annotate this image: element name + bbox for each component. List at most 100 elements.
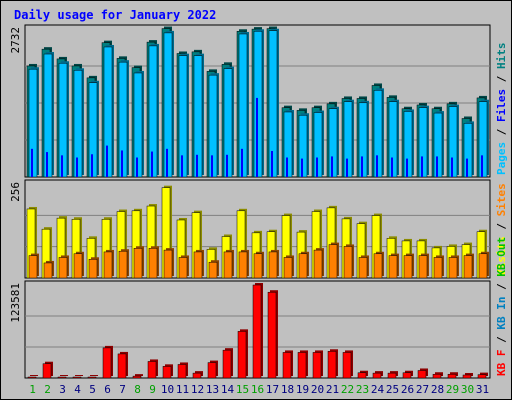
bar-kb-f-face <box>282 352 292 379</box>
panel-hits-files-pages: 2732 Pages / Files / Hits <box>9 24 508 178</box>
x-tick-label: 23 <box>356 383 369 396</box>
bar-files <box>361 156 363 177</box>
bar-kb-f <box>447 372 458 379</box>
bar-kb-f <box>57 375 68 379</box>
bar-pages <box>58 61 69 178</box>
legend-separator: / <box>495 216 508 236</box>
x-tick-label: 20 <box>311 383 324 396</box>
legend-entry: KB Out <box>495 237 508 277</box>
bar-kb-f <box>312 350 323 379</box>
bar-kb-f <box>297 350 308 379</box>
x-tick-label: 14 <box>221 383 235 396</box>
bar-sites <box>193 249 204 279</box>
bar-files <box>91 154 93 177</box>
bar-kb-f-face <box>237 331 247 379</box>
bar-files <box>391 157 393 177</box>
bar-sites-face <box>388 255 398 279</box>
x-tick-label: 31 <box>476 383 489 396</box>
bar-pages <box>103 44 114 178</box>
bar-pages <box>463 121 474 178</box>
bar-files <box>166 148 168 177</box>
bar-kb-f-face <box>207 362 217 379</box>
bar-kb-f <box>162 364 173 379</box>
bar-files <box>331 156 333 177</box>
x-tick-label: 4 <box>74 383 81 396</box>
bar-kb-f-face <box>192 372 202 379</box>
bar-sites <box>208 260 219 279</box>
x-tick-label: 25 <box>386 383 399 396</box>
bar-pages <box>403 109 414 178</box>
bar-pages <box>193 53 204 178</box>
bar-kb-f-face <box>147 361 157 379</box>
x-tick-label: 7 <box>119 383 126 396</box>
bar-pages <box>343 99 354 178</box>
bar-sites-face <box>298 253 308 279</box>
bar-files <box>346 158 348 177</box>
bar-sites-face <box>373 253 383 279</box>
bar-files <box>466 158 468 177</box>
bar-kb-f-face <box>447 373 457 379</box>
bar-sites <box>88 257 99 279</box>
bar-kb-f <box>267 290 278 379</box>
bar-files <box>241 148 243 177</box>
bar-kb-f <box>117 351 128 379</box>
bar-sites-face <box>103 251 113 279</box>
bar-pages <box>163 30 174 178</box>
bar-sites <box>463 253 474 279</box>
bar-kb-f <box>132 374 143 379</box>
x-tick-label: 29 <box>446 383 459 396</box>
bar-kb-f-face <box>57 376 67 379</box>
bar-files <box>286 157 288 177</box>
bar-sites-face <box>358 257 368 279</box>
x-tick-label: 10 <box>161 383 174 396</box>
bar-kb-f <box>237 329 248 379</box>
bar-kb-f-face <box>162 366 172 379</box>
x-tick-label: 16 <box>251 383 264 396</box>
bar-pages <box>88 80 99 178</box>
bar-pages <box>313 110 324 178</box>
bar-pages <box>328 106 339 178</box>
bar-kb-f <box>177 362 188 379</box>
bar-sites-face <box>208 261 218 279</box>
bar-kb-f-face <box>402 372 412 379</box>
bar-kb-f <box>387 371 398 379</box>
bar-kb-f-shadow <box>480 372 488 376</box>
legend-entry: Files <box>495 89 508 122</box>
bar-files <box>406 158 408 177</box>
bar-pages <box>223 66 234 178</box>
bar-sites <box>403 253 414 279</box>
bar-pages <box>148 43 159 178</box>
bar-sites <box>178 255 189 279</box>
bar-files <box>181 155 183 177</box>
bar-sites-face <box>28 255 38 279</box>
bar-sites <box>148 246 159 279</box>
x-tick-label: 15 <box>236 383 249 396</box>
legend-entry: KB F <box>495 350 508 377</box>
bar-kb-f <box>432 372 443 379</box>
x-tick-label: 1 <box>29 383 36 396</box>
bar-files <box>451 157 453 177</box>
chart-title: Daily usage for January 2022 <box>14 8 216 22</box>
bar-kb-f <box>372 371 383 379</box>
bar-files <box>76 157 78 177</box>
bar-kb-f-face <box>417 370 427 379</box>
bar-kb-f <box>417 368 428 379</box>
bar-sites-face <box>163 249 173 279</box>
bar-sites-face <box>463 255 473 279</box>
bar-kb-f-face <box>462 374 472 379</box>
bar-sites <box>238 249 249 279</box>
bar-pages <box>373 88 384 178</box>
bar-files <box>376 155 378 177</box>
bar-files <box>256 97 258 177</box>
bar-files <box>31 148 33 177</box>
bar-kb-f-face <box>177 364 187 379</box>
bar-kb-f-shadow <box>75 375 83 376</box>
x-tick-label: 21 <box>326 383 339 396</box>
bar-kb-f <box>147 359 158 379</box>
x-tick-label: 22 <box>341 383 354 396</box>
bar-sites <box>253 251 264 279</box>
bar-sites <box>373 251 384 279</box>
y-max-label: 2732 <box>9 27 22 54</box>
x-tick-label: 8 <box>134 383 141 396</box>
bar-sites-face <box>88 259 98 279</box>
